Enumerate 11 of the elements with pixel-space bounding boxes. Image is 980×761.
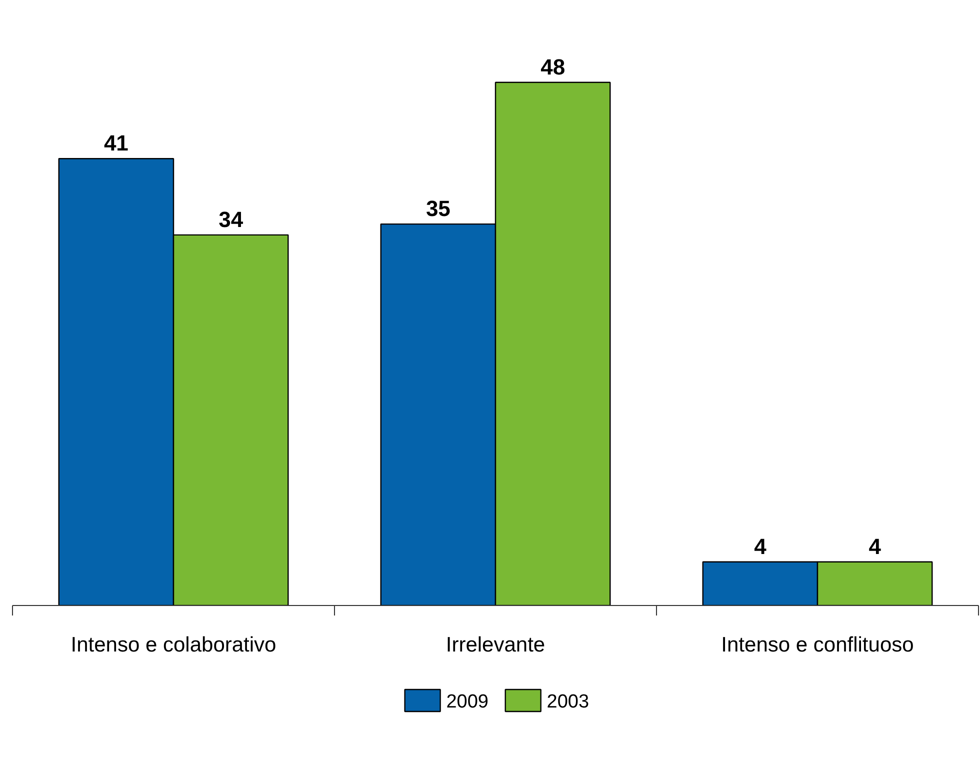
data-label: 4 xyxy=(754,534,768,559)
x-tick-label: Irrelevante xyxy=(446,634,546,656)
x-tick-label: Intenso e conflituoso xyxy=(721,634,914,656)
data-label: 48 xyxy=(540,54,566,80)
data-label: 35 xyxy=(426,196,450,222)
data-label: 4 xyxy=(868,534,882,559)
legend-label: 2003 xyxy=(546,692,590,712)
legend-label: 2009 xyxy=(446,692,488,712)
data-label: 41 xyxy=(104,130,128,156)
x-tick-label: Intenso e colaborativo xyxy=(70,634,276,656)
data-label: 34 xyxy=(218,206,244,232)
